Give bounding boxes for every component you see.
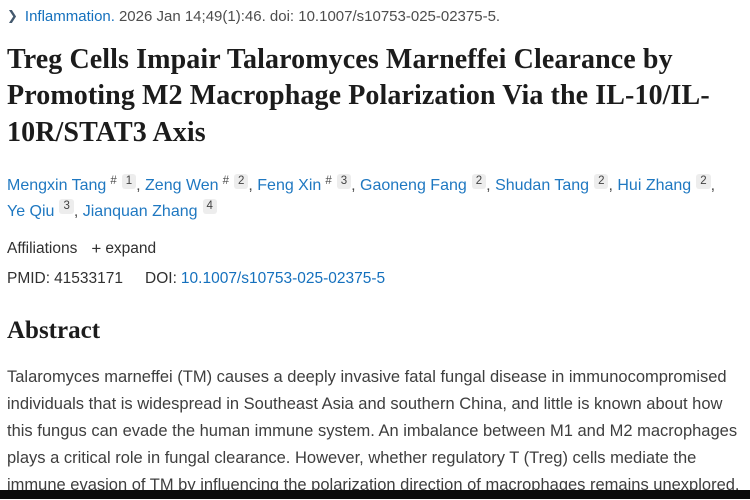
bottom-bar xyxy=(0,490,750,499)
chevron-right-icon: ❯ xyxy=(7,8,18,23)
affiliation-sup[interactable]: 2 xyxy=(471,173,487,189)
equal-contrib-marker: # xyxy=(222,174,229,187)
author-separator: , xyxy=(136,177,146,195)
author-link[interactable]: Hui Zhang xyxy=(617,177,692,195)
author: Gaoneng Fang 2 xyxy=(360,173,487,195)
expand-affiliations-button[interactable]: + expand xyxy=(91,239,156,259)
citation-line: ❯ Inflammation. 2026 Jan 14;49(1):46. doi:… xyxy=(7,8,744,25)
author-link[interactable]: Mengxin Tang xyxy=(7,177,107,195)
doi-label: DOI: xyxy=(145,270,177,288)
abstract-text: Talaromyces marneffei (TM) causes a deep… xyxy=(7,368,740,495)
affiliation-sup[interactable]: 1 xyxy=(121,173,137,189)
author-link[interactable]: Feng Xin xyxy=(257,177,322,195)
abstract-heading: Abstract xyxy=(7,317,101,345)
author: Ye Qiu 3 xyxy=(7,199,74,220)
affiliation-sup[interactable]: 3 xyxy=(336,173,352,189)
affiliation-sup[interactable]: 3 xyxy=(59,199,74,215)
author: Zeng Wen #2 xyxy=(145,173,249,195)
author: Hui Zhang 2 xyxy=(617,173,711,195)
author-link[interactable]: Gaoneng Fang xyxy=(360,177,467,195)
author-separator: , xyxy=(608,177,618,195)
author: Jianquan Zhang 4 xyxy=(82,199,217,220)
author: Feng Xin #3 xyxy=(257,173,352,195)
affiliations-row: Affiliations + expand xyxy=(7,239,744,259)
author-link[interactable]: Zeng Wen xyxy=(145,177,219,195)
affiliation-sup[interactable]: 2 xyxy=(594,173,609,189)
pmid-value: 41533171 xyxy=(54,270,124,288)
author-separator: , xyxy=(710,177,716,195)
equal-contrib-marker: # xyxy=(325,174,332,187)
affiliation-sup[interactable]: 2 xyxy=(696,173,711,189)
journal-link[interactable]: Inflammation. xyxy=(24,8,115,25)
equal-contrib-marker: # xyxy=(110,174,117,187)
author-link[interactable]: Jianquan Zhang xyxy=(82,202,198,220)
author-separator: , xyxy=(351,177,361,195)
affiliations-label: Affiliations xyxy=(7,240,78,258)
author: Mengxin Tang #1 xyxy=(7,173,137,195)
author-separator: , xyxy=(486,177,496,195)
pmid-label: PMID: xyxy=(7,270,51,288)
plus-icon: + xyxy=(91,239,102,259)
expand-label: expand xyxy=(105,240,157,258)
affiliation-sup[interactable]: 2 xyxy=(233,173,249,189)
doi-link[interactable]: 10.1007/s10753-025-02375-5 xyxy=(180,270,386,288)
citation-text: 2026 Jan 14;49(1):46. doi: 10.1007/s1075… xyxy=(118,8,501,25)
author-list: Mengxin Tang #1, Zeng Wen #2, Feng Xin #3, … xyxy=(7,173,744,224)
author-link[interactable]: Ye Qiu xyxy=(7,202,55,220)
author: Shudan Tang 2 xyxy=(495,173,609,195)
article-title: Treg Cells Impair Talaromyces Marneffei … xyxy=(7,44,710,148)
affiliation-sup[interactable]: 4 xyxy=(202,199,217,215)
author-separator: , xyxy=(248,177,258,195)
author-separator: , xyxy=(73,202,83,220)
author-link[interactable]: Shudan Tang xyxy=(495,177,590,195)
identifiers-row: PMID: 41533171 DOI: 10.1007/s10753-025-0237… xyxy=(7,270,744,288)
